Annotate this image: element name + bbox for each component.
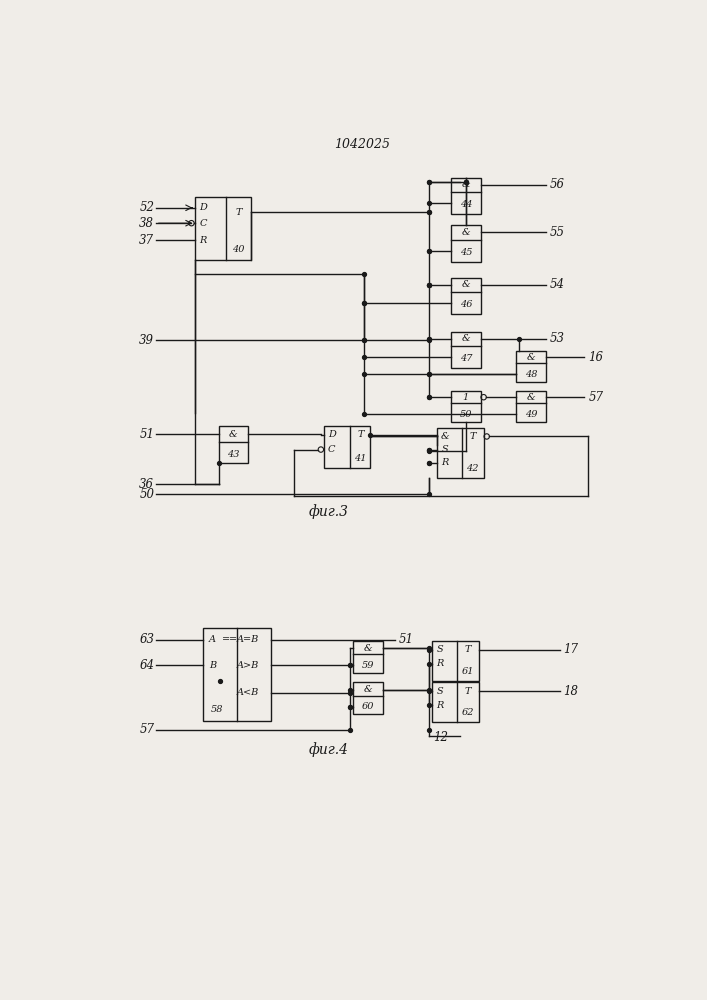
Text: T: T [465, 687, 472, 696]
Text: D: D [199, 203, 207, 212]
Text: 43: 43 [227, 450, 240, 459]
Text: &: & [364, 644, 373, 653]
Text: фиг.3: фиг.3 [309, 504, 349, 519]
Text: A: A [209, 635, 216, 644]
Text: 1042025: 1042025 [334, 138, 390, 151]
Text: 41: 41 [354, 454, 367, 463]
Text: R: R [436, 659, 444, 668]
Text: &: & [364, 685, 373, 694]
Text: A>B: A>B [237, 661, 259, 670]
Bar [218, 426, 248, 463]
Text: A=B: A=B [237, 635, 259, 644]
Text: A<B: A<B [237, 688, 259, 697]
Bar [195, 197, 251, 260]
Bar [516, 391, 546, 422]
Text: 52: 52 [139, 201, 154, 214]
Text: =: = [222, 635, 230, 644]
Bar [516, 351, 546, 382]
Text: S: S [437, 687, 443, 696]
Text: 49: 49 [525, 410, 537, 419]
Text: B: B [209, 661, 216, 670]
Bar [354, 682, 383, 714]
Text: 47: 47 [460, 354, 472, 363]
Bar [203, 628, 271, 721]
Bar [324, 426, 370, 468]
Text: &: & [462, 280, 470, 289]
Text: 48: 48 [525, 370, 537, 379]
Text: C: C [199, 219, 207, 228]
Text: 64: 64 [139, 659, 154, 672]
Text: 55: 55 [549, 226, 564, 239]
Bar [451, 278, 481, 314]
Text: 51: 51 [398, 633, 414, 646]
Text: 40: 40 [233, 245, 245, 254]
Text: 1: 1 [462, 393, 469, 402]
Text: 36: 36 [139, 478, 154, 491]
Bar [437, 428, 484, 478]
Text: 17: 17 [563, 643, 578, 656]
Text: R: R [199, 236, 206, 245]
Text: 50: 50 [139, 488, 154, 501]
Text: &: & [462, 334, 470, 343]
Text: &: & [229, 430, 238, 439]
Bar [451, 178, 481, 214]
Bar [433, 682, 479, 722]
Text: 50: 50 [460, 410, 472, 419]
Text: S: S [437, 645, 443, 654]
Text: 37: 37 [139, 234, 154, 247]
Text: 12: 12 [433, 731, 448, 744]
Text: 60: 60 [362, 702, 375, 711]
Text: 16: 16 [588, 351, 603, 364]
Text: &: & [462, 228, 470, 237]
Text: 38: 38 [139, 217, 154, 230]
Text: 63: 63 [139, 633, 154, 646]
Text: 51: 51 [139, 428, 154, 441]
Text: T: T [469, 432, 476, 441]
Text: 57: 57 [139, 723, 154, 736]
Text: T: T [235, 208, 242, 217]
Text: &: & [527, 393, 535, 402]
Text: 56: 56 [549, 178, 564, 191]
Text: &: & [462, 180, 470, 189]
Text: T: T [465, 645, 472, 654]
Text: 45: 45 [460, 248, 472, 257]
Text: фиг.4: фиг.4 [309, 742, 349, 757]
Bar [451, 391, 481, 422]
Text: 58: 58 [211, 705, 223, 714]
Text: 42: 42 [467, 464, 479, 473]
Bar [451, 332, 481, 368]
Bar [433, 641, 479, 681]
Text: 62: 62 [462, 708, 474, 717]
Text: =: = [229, 635, 238, 644]
Text: &: & [440, 432, 449, 441]
Text: 18: 18 [563, 685, 578, 698]
Text: &: & [527, 353, 535, 362]
Text: C: C [328, 445, 336, 454]
Text: D: D [328, 430, 336, 439]
Bar [354, 641, 383, 673]
Text: T: T [357, 430, 363, 439]
Text: 44: 44 [460, 200, 472, 209]
Text: 61: 61 [462, 667, 474, 676]
Text: 53: 53 [549, 332, 564, 345]
Text: 46: 46 [460, 300, 472, 309]
Text: 57: 57 [588, 391, 603, 404]
Text: S: S [442, 445, 448, 454]
Text: R: R [441, 458, 448, 467]
Bar [451, 225, 481, 262]
Text: 39: 39 [139, 334, 154, 347]
Text: 54: 54 [549, 278, 564, 291]
Text: R: R [436, 701, 444, 710]
Text: 59: 59 [362, 661, 375, 670]
